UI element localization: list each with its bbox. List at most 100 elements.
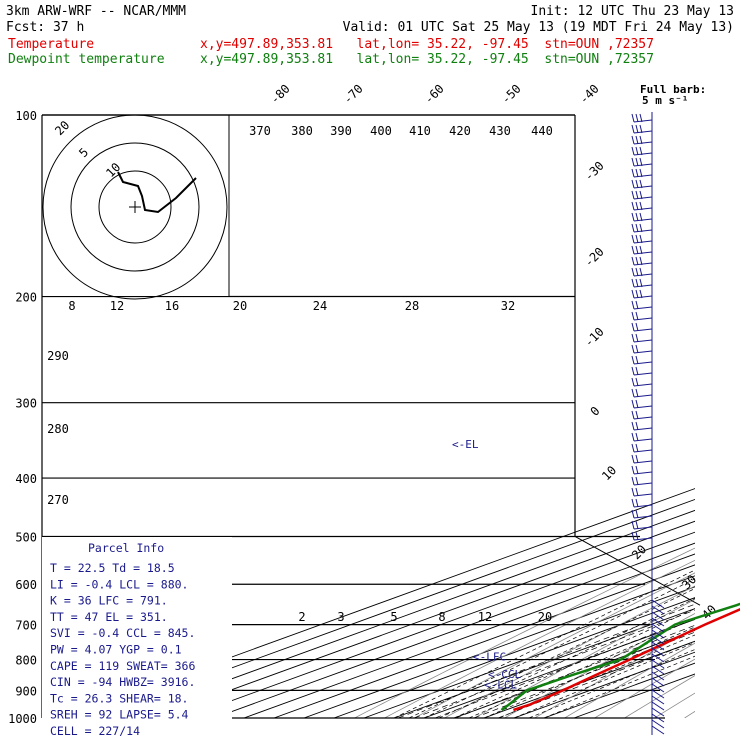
isotherm-line xyxy=(273,564,695,718)
wind-barb xyxy=(651,689,665,699)
knot-label: 28 xyxy=(405,299,419,313)
parcel-info-row: CELL = 227/14 xyxy=(50,724,140,738)
theta-label: 440 xyxy=(531,124,553,138)
wind-barb xyxy=(631,234,653,244)
dewpoint-station-info: x,y=497.89,353.81 lat,lon= 35.22, -97.45… xyxy=(200,52,654,67)
dry-adiabat xyxy=(534,627,695,718)
model-title: 3km ARW-WRF -- NCAR/MMM xyxy=(6,4,186,19)
wind-barb xyxy=(651,719,665,729)
hodograph-background xyxy=(43,116,229,296)
pressure-tick-label: 500 xyxy=(15,530,37,544)
parcel-info-row: LI = -0.4 LCL = 880. xyxy=(50,577,188,591)
wind-barb xyxy=(631,498,653,508)
wind-barb xyxy=(651,713,665,723)
mixing-ratio-label: 20 xyxy=(538,610,552,624)
moist-adiabat xyxy=(423,588,695,718)
wind-barb xyxy=(631,355,653,365)
wind-barb xyxy=(631,190,653,200)
moist-adiabat xyxy=(408,578,695,718)
isotherm-label: 30 xyxy=(679,572,699,592)
pressure-tick-label: 200 xyxy=(15,291,37,305)
isotherm-label: -50 xyxy=(499,82,524,107)
hodograph-ring xyxy=(98,170,172,244)
wind-barb xyxy=(651,629,665,639)
parcel-info-row: SREH = 92 LAPSE= 5.4 xyxy=(50,708,189,722)
frame-diagonal xyxy=(574,536,701,606)
wind-barb xyxy=(631,388,653,398)
parcel-info-box: Parcel Info T = 22.5 Td = 18.5 LI = -0.4 … xyxy=(42,537,232,738)
moist-adiabat xyxy=(468,617,695,718)
hodograph-trace xyxy=(117,171,197,214)
isotherm-label: -20 xyxy=(582,245,607,270)
dewpoint-trace xyxy=(500,602,740,712)
parcel-info-row: Tc = 26.3 SHEAR= 18. xyxy=(50,691,188,705)
isotherm-line xyxy=(93,498,695,718)
moist-adiabat xyxy=(483,626,695,718)
mixing-ratio-label: 2 xyxy=(298,610,305,624)
wind-barb xyxy=(631,311,653,321)
mixing-ratio-label: 8 xyxy=(438,610,445,624)
level-annotation: <-LFC xyxy=(473,651,506,664)
wind-barb xyxy=(631,465,653,475)
wind-barb xyxy=(651,617,665,627)
wind-barb xyxy=(631,278,653,288)
pressure-tick-label: 900 xyxy=(15,684,37,698)
level-annotation: <-CCL xyxy=(488,668,521,681)
wind-barb xyxy=(631,322,653,332)
wind-barb xyxy=(651,611,665,621)
wind-barb xyxy=(631,443,653,453)
isotherm-line xyxy=(513,651,695,718)
pressure-tick-label: 300 xyxy=(15,397,37,411)
mixing-ratio-line xyxy=(498,640,695,718)
knot-label: 8 xyxy=(68,299,75,313)
isotherm-label: 20 xyxy=(629,542,649,562)
isotherm-label: -60 xyxy=(422,82,447,107)
wind-barb xyxy=(631,476,653,486)
wind-barb xyxy=(651,659,665,669)
wind-barb xyxy=(651,647,665,657)
wind-barb xyxy=(651,641,665,651)
parcel-info-row: PW = 4.07 YGP = 0.1 xyxy=(50,643,182,657)
level-annotation: <-LCL xyxy=(484,679,517,692)
forecast-hour: Fcst: 37 h xyxy=(6,20,84,35)
temperature-legend: Temperature xyxy=(8,37,94,52)
wind-barb xyxy=(631,124,653,134)
wind-barb xyxy=(651,665,665,675)
wind-barb xyxy=(651,671,665,681)
pressure-tick-label: 1000 xyxy=(8,712,37,726)
wind-barb xyxy=(631,146,653,156)
moist-adiabat xyxy=(393,569,695,718)
theta-label: 430 xyxy=(489,124,511,138)
sounding-traces: <-EL <-LFC <-CCL<-LCL xyxy=(452,438,740,712)
wind-barb xyxy=(631,135,653,145)
wind-barb xyxy=(631,399,653,409)
temperature-station-info: x,y=497.89,353.81 lat,lon= 35.22, -97.45… xyxy=(200,37,654,52)
wind-barb xyxy=(651,635,665,645)
wind-barb xyxy=(631,520,653,530)
isotherm-line xyxy=(123,509,695,718)
pressure-tick-label: 800 xyxy=(15,654,37,668)
isotherm-label: -80 xyxy=(268,82,293,107)
wind-barb xyxy=(631,344,653,354)
wind-barb xyxy=(651,677,665,687)
isotherm-line xyxy=(63,488,695,718)
dewpoint-legend: Dewpoint temperature xyxy=(8,52,165,67)
isotherm-label: -40 xyxy=(577,82,602,107)
wind-barb xyxy=(651,623,665,633)
temperature-trace xyxy=(513,607,740,712)
dry-adiabat xyxy=(594,658,695,718)
moist-adiabat xyxy=(528,649,695,718)
isotherm-label: 10 xyxy=(599,463,619,483)
theta-label: 390 xyxy=(330,124,352,138)
wind-barb xyxy=(631,377,653,387)
knot-label: 16 xyxy=(165,299,179,313)
level-annotation: <-EL xyxy=(452,438,479,451)
wind-barb xyxy=(631,113,653,123)
barb-legend-title: Full barb: xyxy=(640,83,706,96)
knot-label: 24 xyxy=(313,299,327,313)
wind-barbs xyxy=(631,112,665,735)
parcel-info-row: CIN = -94 HWBZ= 3916. xyxy=(50,675,195,689)
wind-barb xyxy=(631,289,653,299)
